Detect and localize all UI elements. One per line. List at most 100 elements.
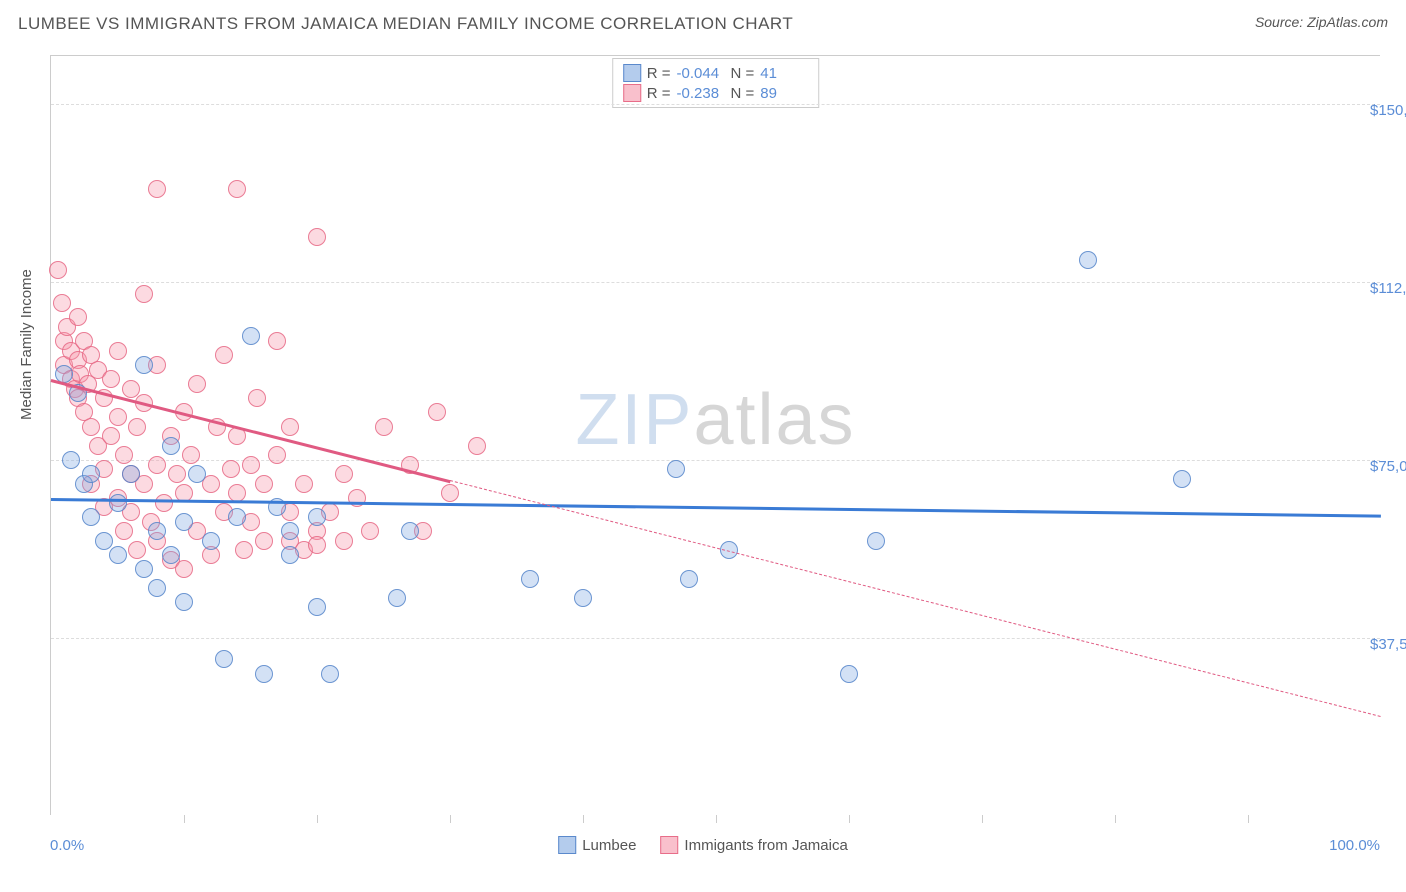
- data-point-pink: [188, 375, 206, 393]
- x-tick: [1115, 815, 1116, 823]
- data-point-pink: [122, 380, 140, 398]
- data-point-blue: [109, 494, 127, 512]
- data-point-pink: [109, 342, 127, 360]
- data-point-pink: [82, 418, 100, 436]
- x-tick: [716, 815, 717, 823]
- data-point-blue: [1173, 470, 1191, 488]
- data-point-blue: [255, 665, 273, 683]
- stats-row-pink: R = -0.238 N = 89: [623, 83, 809, 103]
- data-point-pink: [428, 403, 446, 421]
- n-value-blue: 41: [760, 65, 808, 82]
- data-point-blue: [202, 532, 220, 550]
- data-point-pink: [268, 332, 286, 350]
- data-point-pink: [182, 446, 200, 464]
- x-axis-end: 100.0%: [1329, 837, 1380, 854]
- data-point-blue: [162, 546, 180, 564]
- data-point-pink: [255, 532, 273, 550]
- y-axis-label: Median Family Income: [18, 269, 35, 420]
- source-attribution: Source: ZipAtlas.com: [1255, 14, 1388, 30]
- data-point-pink: [49, 261, 67, 279]
- data-point-pink: [128, 541, 146, 559]
- data-point-pink: [215, 346, 233, 364]
- data-point-blue: [680, 570, 698, 588]
- r-value-pink: -0.238: [677, 85, 725, 102]
- data-point-blue: [175, 593, 193, 611]
- swatch-blue: [623, 64, 641, 82]
- data-point-blue: [321, 665, 339, 683]
- n-label: N =: [731, 85, 755, 102]
- data-point-blue: [109, 546, 127, 564]
- data-point-pink: [308, 228, 326, 246]
- data-point-blue: [82, 465, 100, 483]
- y-tick-label: $75,000: [1370, 458, 1406, 475]
- data-point-pink: [102, 370, 120, 388]
- correlation-stats-box: R = -0.044 N = 41 R = -0.238 N = 89: [612, 58, 820, 108]
- legend-label-pink: Immigants from Jamaica: [684, 837, 847, 854]
- data-point-blue: [401, 522, 419, 540]
- data-point-blue: [228, 508, 246, 526]
- gridline-h: [51, 282, 1380, 283]
- data-point-pink: [155, 494, 173, 512]
- r-label: R =: [647, 65, 671, 82]
- data-point-blue: [135, 560, 153, 578]
- data-point-pink: [135, 285, 153, 303]
- data-point-blue: [188, 465, 206, 483]
- data-point-blue: [521, 570, 539, 588]
- data-point-blue: [95, 532, 113, 550]
- data-point-blue: [148, 522, 166, 540]
- data-point-blue: [281, 522, 299, 540]
- data-point-pink: [441, 484, 459, 502]
- data-point-pink: [248, 389, 266, 407]
- r-value-blue: -0.044: [677, 65, 725, 82]
- watermark: ZIPatlas: [575, 379, 855, 461]
- data-point-blue: [62, 451, 80, 469]
- swatch-pink: [623, 84, 641, 102]
- data-point-pink: [375, 418, 393, 436]
- data-point-blue: [281, 546, 299, 564]
- gridline-h: [51, 638, 1380, 639]
- data-point-blue: [215, 650, 233, 668]
- r-label: R =: [647, 85, 671, 102]
- data-point-pink: [335, 532, 353, 550]
- data-point-blue: [867, 532, 885, 550]
- watermark-atlas: atlas: [693, 380, 855, 460]
- x-axis-start: 0.0%: [50, 837, 84, 854]
- data-point-pink: [468, 437, 486, 455]
- data-point-pink: [361, 522, 379, 540]
- legend-label-blue: Lumbee: [582, 837, 636, 854]
- data-point-blue: [840, 665, 858, 683]
- y-tick-label: $37,500: [1370, 636, 1406, 653]
- legend-item-pink: Immigants from Jamaica: [660, 836, 847, 854]
- x-tick: [450, 815, 451, 823]
- data-point-pink: [69, 308, 87, 326]
- data-point-pink: [255, 475, 273, 493]
- data-point-blue: [242, 327, 260, 345]
- data-point-blue: [574, 589, 592, 607]
- data-point-pink: [222, 460, 240, 478]
- data-point-pink: [148, 456, 166, 474]
- data-point-blue: [308, 508, 326, 526]
- data-point-pink: [175, 560, 193, 578]
- data-point-pink: [235, 541, 253, 559]
- data-point-blue: [82, 508, 100, 526]
- data-point-pink: [109, 408, 127, 426]
- data-point-blue: [308, 598, 326, 616]
- legend-item-blue: Lumbee: [558, 836, 636, 854]
- legend-swatch-pink: [660, 836, 678, 854]
- x-tick: [184, 815, 185, 823]
- data-point-blue: [175, 513, 193, 531]
- legend-swatch-blue: [558, 836, 576, 854]
- data-point-blue: [388, 589, 406, 607]
- data-point-blue: [148, 579, 166, 597]
- x-tick: [849, 815, 850, 823]
- data-point-pink: [148, 180, 166, 198]
- data-point-pink: [335, 465, 353, 483]
- data-point-blue: [1079, 251, 1097, 269]
- x-tick: [317, 815, 318, 823]
- x-tick: [583, 815, 584, 823]
- data-point-pink: [53, 294, 71, 312]
- data-point-pink: [228, 180, 246, 198]
- data-point-pink: [295, 475, 313, 493]
- data-point-blue: [162, 437, 180, 455]
- data-point-pink: [242, 456, 260, 474]
